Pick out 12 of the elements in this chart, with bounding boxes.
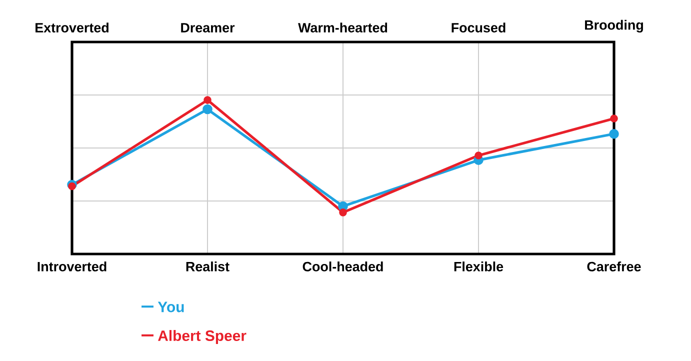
legend-label: Albert Speer — [158, 330, 246, 344]
x-tick-label: Cool-headed — [302, 262, 383, 272]
x-tick-label: Realist — [186, 262, 230, 272]
text: Dreamer — [181, 23, 235, 32]
text: Extroverted — [36, 22, 108, 32]
text: Warm-hearted — [298, 22, 388, 32]
legend-label: You — [158, 302, 184, 312]
x-tick-label: Flexible — [454, 262, 504, 272]
x-tick-label: Introverted — [38, 262, 106, 272]
text: Brooding — [585, 20, 643, 32]
text: Focused — [452, 22, 506, 32]
x-tick-label: Carefree — [587, 262, 641, 272]
